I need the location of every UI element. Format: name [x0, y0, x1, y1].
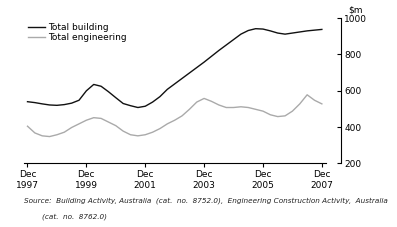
- Total building: [290, 32, 295, 35]
- Total building: [158, 95, 162, 98]
- Total building: [268, 30, 273, 32]
- Total engineering: [246, 106, 251, 109]
- Total building: [47, 104, 52, 106]
- Total engineering: [143, 133, 148, 136]
- Total building: [276, 32, 280, 35]
- Total building: [77, 99, 81, 102]
- Total building: [320, 28, 324, 31]
- Total engineering: [33, 132, 37, 134]
- Total building: [187, 72, 192, 74]
- Total engineering: [158, 127, 162, 130]
- Text: $m: $m: [348, 6, 362, 15]
- Total engineering: [69, 126, 74, 129]
- Total engineering: [54, 133, 59, 136]
- Total engineering: [150, 131, 155, 133]
- Total engineering: [187, 108, 192, 111]
- Total building: [69, 102, 74, 104]
- Total building: [253, 27, 258, 30]
- Total building: [150, 101, 155, 104]
- Total engineering: [180, 114, 185, 117]
- Total building: [180, 77, 185, 80]
- Total building: [84, 89, 89, 92]
- Total engineering: [283, 114, 287, 117]
- Total engineering: [121, 130, 125, 133]
- Total building: [135, 106, 140, 109]
- Total engineering: [195, 101, 199, 104]
- Total building: [195, 66, 199, 69]
- Total building: [216, 49, 221, 52]
- Total building: [231, 38, 236, 41]
- Total engineering: [305, 94, 310, 96]
- Line: Total engineering: Total engineering: [27, 95, 322, 137]
- Total building: [91, 83, 96, 86]
- Total engineering: [128, 133, 133, 136]
- Total engineering: [260, 110, 265, 113]
- Total engineering: [290, 110, 295, 113]
- Total building: [283, 33, 287, 35]
- Total building: [54, 104, 59, 107]
- Total engineering: [25, 125, 30, 128]
- Total building: [62, 103, 67, 106]
- Total engineering: [77, 123, 81, 125]
- Total building: [312, 29, 317, 32]
- Total building: [209, 55, 214, 58]
- Total building: [172, 83, 177, 85]
- Total engineering: [84, 119, 89, 122]
- Total building: [305, 30, 310, 32]
- Total engineering: [239, 105, 243, 108]
- Total building: [25, 100, 30, 103]
- Total engineering: [165, 123, 170, 125]
- Total engineering: [62, 131, 67, 133]
- Text: Source:  Building Activity, Australia  (cat.  no.  8752.0),  Engineering Constru: Source: Building Activity, Australia (ca…: [24, 197, 388, 204]
- Total engineering: [114, 124, 118, 127]
- Total building: [40, 103, 44, 105]
- Total building: [246, 29, 251, 32]
- Total building: [260, 28, 265, 30]
- Total building: [33, 101, 37, 104]
- Total building: [99, 85, 104, 88]
- Legend: Total building, Total engineering: Total building, Total engineering: [28, 23, 127, 42]
- Total building: [114, 96, 118, 99]
- Total engineering: [47, 135, 52, 138]
- Total engineering: [297, 103, 302, 105]
- Total building: [121, 102, 125, 105]
- Text: (cat.  no.  8762.0): (cat. no. 8762.0): [24, 213, 107, 220]
- Total engineering: [320, 103, 324, 105]
- Total building: [128, 104, 133, 107]
- Total engineering: [312, 99, 317, 102]
- Total engineering: [99, 117, 104, 120]
- Total engineering: [231, 106, 236, 109]
- Total building: [165, 88, 170, 91]
- Total building: [106, 90, 111, 93]
- Total building: [143, 105, 148, 108]
- Total engineering: [216, 104, 221, 106]
- Total building: [297, 31, 302, 33]
- Line: Total building: Total building: [27, 29, 322, 108]
- Total engineering: [91, 116, 96, 119]
- Total building: [202, 61, 206, 64]
- Total engineering: [253, 108, 258, 111]
- Total engineering: [135, 134, 140, 137]
- Total engineering: [106, 121, 111, 123]
- Total engineering: [40, 134, 44, 137]
- Total building: [239, 33, 243, 35]
- Total engineering: [209, 100, 214, 103]
- Total engineering: [172, 119, 177, 122]
- Total engineering: [202, 97, 206, 100]
- Total building: [224, 44, 229, 46]
- Total engineering: [276, 115, 280, 118]
- Total engineering: [268, 114, 273, 116]
- Total engineering: [224, 106, 229, 109]
